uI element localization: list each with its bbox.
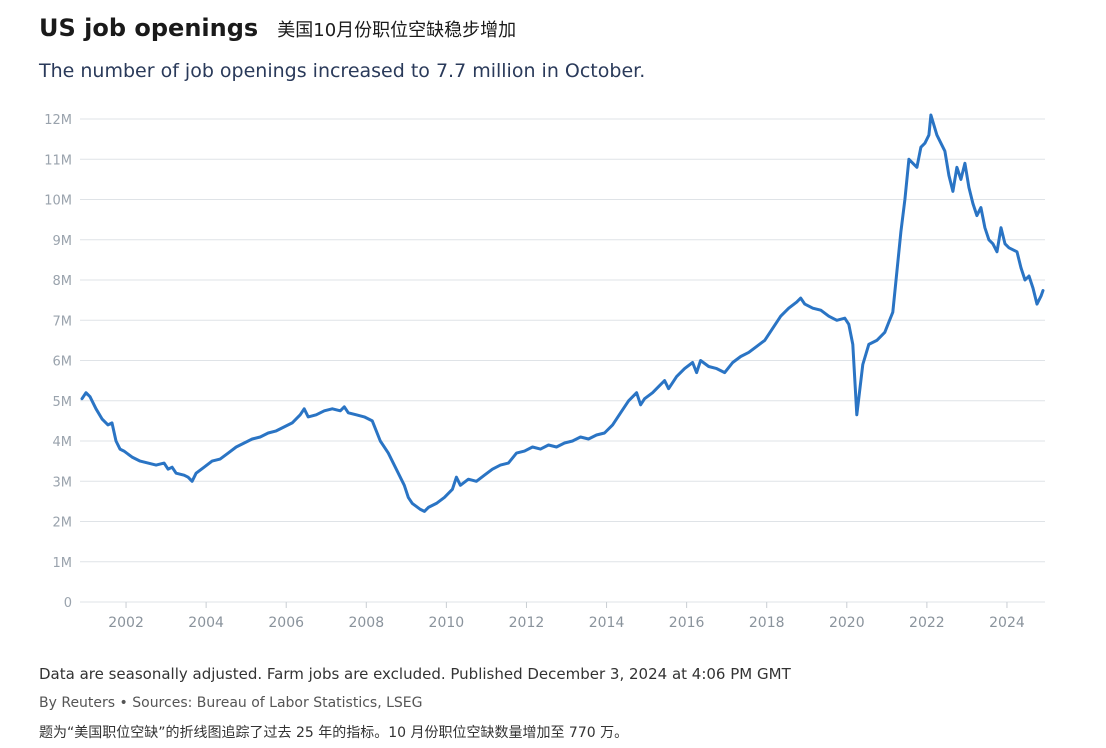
x-tick-label: 2004 xyxy=(188,615,224,631)
x-tick-label: 2010 xyxy=(429,615,465,631)
chart-subtitle: The number of job openings increased to … xyxy=(39,60,646,82)
y-tick-label: 10M xyxy=(44,194,72,209)
y-tick-label: 1M xyxy=(53,556,73,571)
x-tick-label: 2018 xyxy=(749,615,785,631)
y-tick-label: 6M xyxy=(53,355,73,370)
x-tick-label: 2016 xyxy=(669,615,705,631)
chart-title: US job openings xyxy=(39,14,259,42)
caption-text: 题为“美国职位空缺”的折线图追踪了过去 25 年的指标。10 月份职位空缺数量增… xyxy=(39,725,629,741)
y-axis-ticks: 0 1M 2M 3M 4M 5M 6M 7M 8M 9M 10M 11M 12M xyxy=(44,113,72,611)
x-tick-label: 2002 xyxy=(108,615,144,631)
x-tick-label: 2008 xyxy=(348,615,384,631)
x-tick-label: 2006 xyxy=(268,615,304,631)
y-tick-label: 2M xyxy=(53,516,73,531)
data-note: Data are seasonally adjusted. Farm jobs … xyxy=(39,665,791,683)
chart-title-chinese: 美国10月份职位空缺稳步增加 xyxy=(277,20,517,41)
y-tick-label: 4M xyxy=(53,435,73,450)
y-tick-label: 8M xyxy=(53,274,73,289)
series-layer xyxy=(80,113,1045,513)
y-tick-label: 0 xyxy=(64,596,72,611)
grid-layer xyxy=(80,118,1045,603)
y-tick-label: 3M xyxy=(53,475,73,490)
y-tick-label: 9M xyxy=(53,234,73,249)
byline: By Reuters • Sources: Bureau of Labor St… xyxy=(39,695,423,711)
x-tick-label: 2020 xyxy=(829,615,865,631)
title-row: US job openings 美国10月份职位空缺稳步增加 xyxy=(39,14,516,42)
x-tick-label: 2014 xyxy=(589,615,625,631)
y-tick-label: 7M xyxy=(53,314,73,329)
y-tick-label: 12M xyxy=(44,113,72,128)
series-line-job-openings xyxy=(80,113,1045,513)
x-axis-ticks: 2002 2004 2006 2008 2010 2012 2014 2016 2018 2020… xyxy=(108,602,1025,631)
x-tick-label: 2012 xyxy=(509,615,545,631)
y-tick-label: 5M xyxy=(53,395,73,410)
x-tick-label: 2024 xyxy=(989,615,1025,631)
y-tick-label: 11M xyxy=(44,153,72,168)
x-tick-label: 2022 xyxy=(909,615,945,631)
